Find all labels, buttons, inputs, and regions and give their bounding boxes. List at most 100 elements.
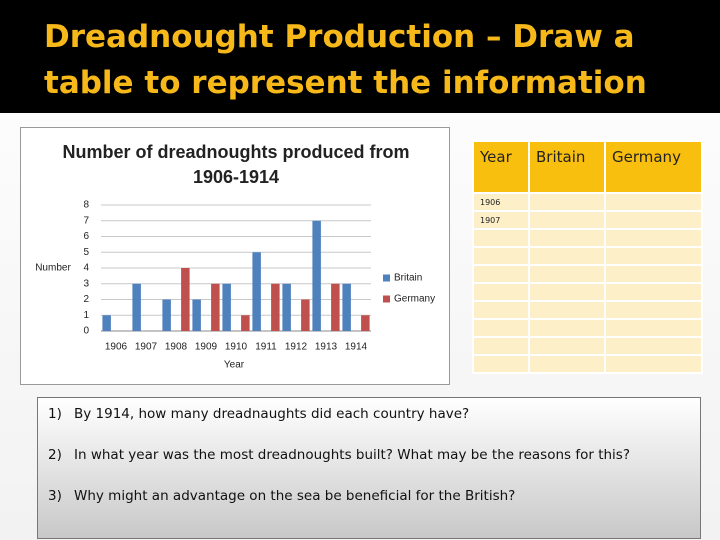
- x-tick-label: 1911: [255, 342, 277, 353]
- bar: [342, 283, 351, 331]
- table-cell: [604, 282, 703, 302]
- table-cell: [604, 300, 703, 320]
- header-cell: Year: [472, 140, 530, 194]
- chart-title: Number of dreadnoughts produced from 190…: [62, 142, 410, 187]
- bar: [211, 283, 220, 331]
- table-cell: [528, 228, 606, 248]
- table-cell: [472, 264, 530, 284]
- table-cell: [528, 246, 606, 266]
- table-cell: [472, 336, 530, 356]
- table-row: [472, 300, 703, 320]
- x-tick-label: 1910: [225, 342, 248, 353]
- legend-label: Germany: [394, 294, 435, 305]
- bar: [271, 283, 280, 331]
- table-cell: [528, 192, 606, 212]
- table-cell: [528, 336, 606, 356]
- table-cell: [528, 210, 606, 230]
- y-axis-label: Number: [35, 263, 71, 274]
- bar: [301, 299, 310, 331]
- x-tick-label: 1912: [285, 342, 308, 353]
- table-row: [472, 354, 703, 374]
- legend-swatch: [383, 274, 390, 282]
- x-tick-label: 1914: [345, 342, 368, 353]
- table-cell: [528, 282, 606, 302]
- table-cell: [604, 210, 703, 230]
- table-row: [472, 318, 703, 338]
- table-row: [472, 246, 703, 266]
- table-cell: [472, 318, 530, 338]
- bar: [192, 299, 201, 331]
- bar: [181, 268, 190, 331]
- y-tick-label: 5: [83, 247, 89, 258]
- bar: [252, 252, 261, 331]
- question-text: Why might an advantage on the sea be ben…: [74, 488, 516, 504]
- table-row: 1906: [472, 192, 703, 212]
- x-tick-label: 1906: [105, 342, 128, 353]
- questions-box: 1) By 1914, how many dreadnaughts did eac…: [37, 397, 701, 539]
- bar: [222, 283, 231, 331]
- header-row: Year Britain Germany: [472, 140, 703, 194]
- answer-table: Year Britain Germany 1906 1907: [472, 140, 703, 374]
- table-cell: [472, 282, 530, 302]
- bar: [282, 283, 291, 331]
- table-cell: 1906: [472, 192, 530, 212]
- table-row: [472, 228, 703, 248]
- table-cell: [472, 300, 530, 320]
- y-tick-label: 0: [83, 326, 89, 337]
- question-text: By 1914, how many dreadnaughts did each …: [74, 406, 470, 422]
- table-cell: [528, 318, 606, 338]
- x-tick-label: 1908: [165, 342, 188, 353]
- bar: [312, 220, 321, 331]
- header-cell: Britain: [528, 140, 606, 194]
- table-cell: [472, 246, 530, 266]
- table-cell: [604, 192, 703, 212]
- legend-label: Britain: [394, 273, 422, 284]
- table-cell: [604, 354, 703, 374]
- question: 3) Why might an advantage on the sea be b…: [48, 488, 690, 504]
- question: 2) In what year was the most dreadnoughts…: [48, 447, 690, 463]
- y-tick-label: 7: [83, 215, 89, 226]
- question-marker: 1): [48, 406, 62, 422]
- bar: [162, 299, 171, 331]
- question: 1) By 1914, how many dreadnaughts did eac…: [48, 406, 690, 422]
- y-tick-label: 2: [83, 294, 89, 305]
- table-cell: [528, 354, 606, 374]
- bar: [331, 283, 340, 331]
- y-tick-label: 6: [83, 231, 89, 242]
- question-marker: 2): [48, 447, 62, 463]
- y-tick-label: 3: [83, 278, 89, 289]
- question-marker: 3): [48, 488, 62, 504]
- table-row: [472, 336, 703, 356]
- bar: [132, 283, 141, 331]
- x-tick-label: 1907: [135, 342, 158, 353]
- y-tick-label: 8: [83, 200, 89, 211]
- y-tick-label: 1: [83, 310, 89, 321]
- y-tick-label: 4: [83, 263, 89, 274]
- table-cell: [472, 228, 530, 248]
- table-cell: [528, 264, 606, 284]
- header-cell: Germany: [604, 140, 703, 194]
- table-cell: [472, 354, 530, 374]
- table-row: 1907: [472, 210, 703, 230]
- table-cell: [528, 300, 606, 320]
- table-cell: [604, 336, 703, 356]
- bar: [241, 315, 250, 331]
- table-cell: 1907: [472, 210, 530, 230]
- x-axis-label: Year: [224, 360, 245, 371]
- table-row: [472, 264, 703, 284]
- chart-box: Number of dreadnoughts produced from 190…: [20, 127, 450, 385]
- x-tick-label: 1909: [195, 342, 218, 353]
- table-row: [472, 282, 703, 302]
- bar: [102, 315, 111, 331]
- x-tick-label: 1913: [315, 342, 338, 353]
- table-cell: [604, 246, 703, 266]
- table-cell: [604, 228, 703, 248]
- table-cell: [604, 264, 703, 284]
- table-cell: [604, 318, 703, 338]
- title-band: [0, 0, 720, 113]
- slide-title: Dreadnought Production – Draw a table to…: [44, 19, 647, 101]
- question-text: In what year was the most dreadnoughts b…: [74, 447, 631, 463]
- bar: [361, 315, 370, 331]
- chart: Number Year 0 1 2 3 4 5 6 7 8 1906 1907 1908 1909 191…: [35, 200, 435, 371]
